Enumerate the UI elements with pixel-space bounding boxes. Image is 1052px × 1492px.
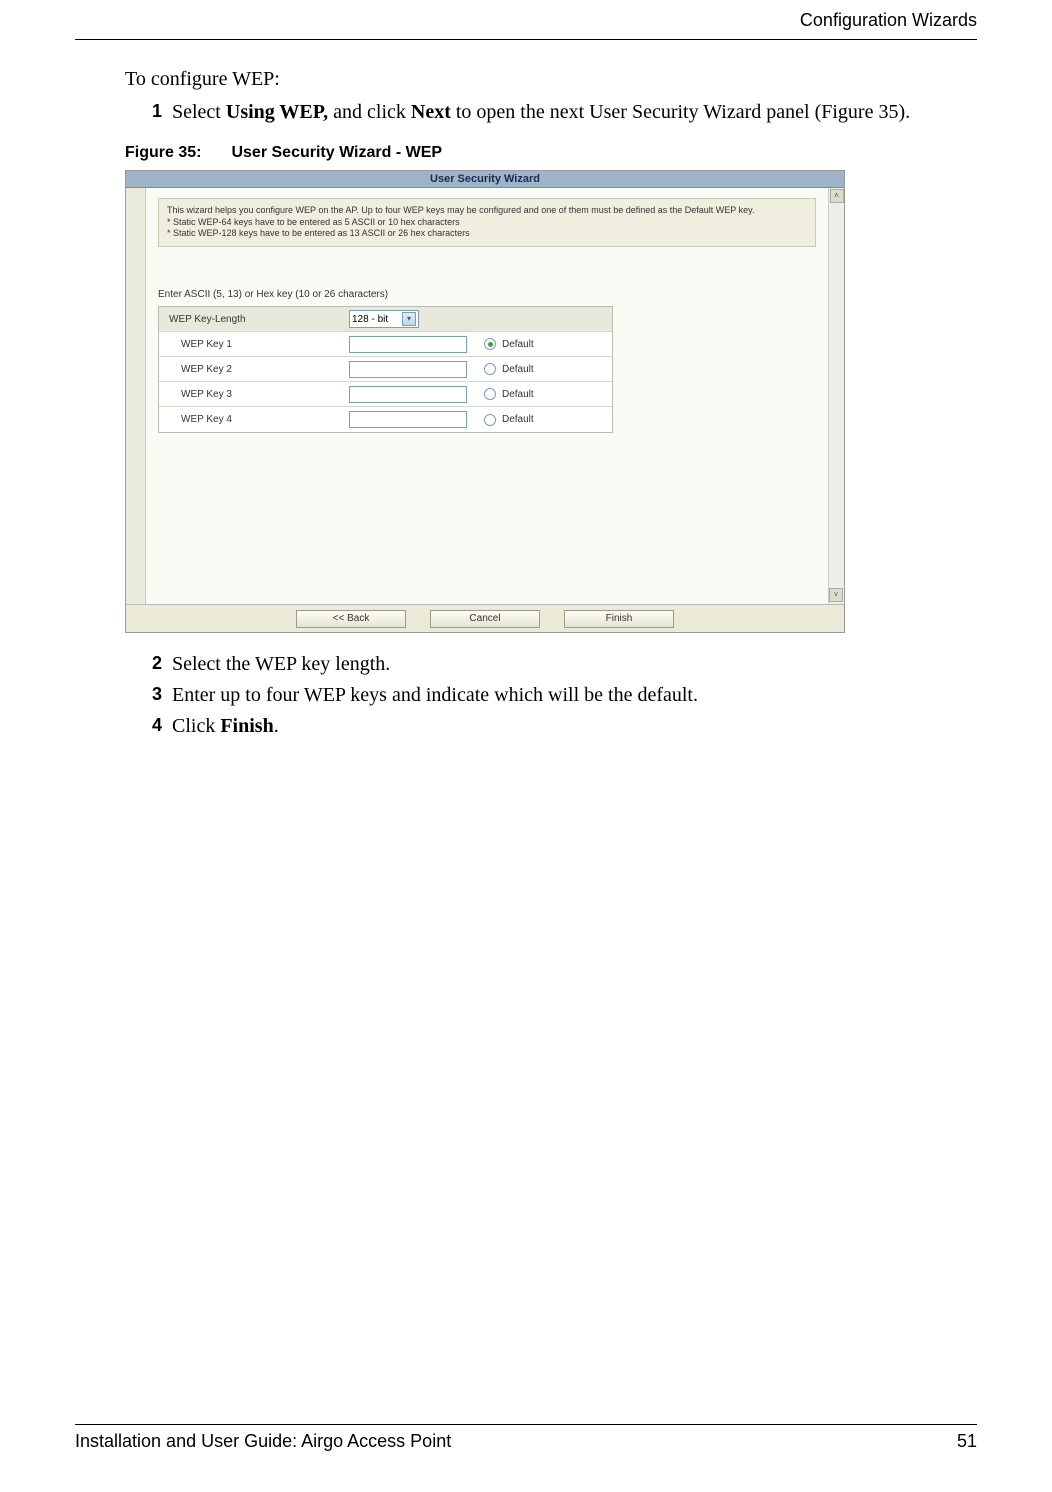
- figure-title: User Security Wizard - WEP: [231, 144, 442, 161]
- wep-key-row-1: WEP Key 1 Default: [159, 332, 612, 357]
- wep-key-3-input[interactable]: [349, 386, 467, 403]
- keylength-select[interactable]: 128 - bit ▾: [349, 310, 419, 328]
- step-3: 3 Enter up to four WEP keys and indicate…: [140, 684, 977, 707]
- step-number: 2: [140, 653, 162, 676]
- scrollbar[interactable]: ˄ ˅: [828, 188, 844, 604]
- default-radio-4[interactable]: [484, 414, 496, 426]
- wep-key-2-input[interactable]: [349, 361, 467, 378]
- step-number: 1: [140, 101, 162, 124]
- wep-key-label: WEP Key 4: [159, 414, 349, 425]
- page-number: 51: [957, 1431, 977, 1452]
- back-button[interactable]: << Back: [296, 610, 406, 628]
- default-radio-2[interactable]: [484, 363, 496, 375]
- wep-key-label: WEP Key 2: [159, 364, 349, 375]
- scroll-up-icon[interactable]: ˄: [830, 189, 844, 203]
- step-4: 4 Click Finish.: [140, 715, 977, 738]
- wep-key-label: WEP Key 3: [159, 389, 349, 400]
- default-radio-3[interactable]: [484, 388, 496, 400]
- step-number: 3: [140, 684, 162, 707]
- figure-number: Figure 35:: [125, 144, 201, 161]
- finish-button[interactable]: Finish: [564, 610, 674, 628]
- help-box: This wizard helps you configure WEP on t…: [158, 198, 816, 247]
- step-number: 4: [140, 715, 162, 738]
- default-label: Default: [502, 389, 534, 400]
- help-line: * Static WEP-128 keys have to be entered…: [167, 228, 807, 240]
- help-line: This wizard helps you configure WEP on t…: [167, 205, 807, 217]
- wizard-main: This wizard helps you configure WEP on t…: [146, 188, 828, 604]
- step-text: Enter up to four WEP keys and indicate w…: [172, 684, 977, 707]
- intro-text: To configure WEP:: [125, 68, 977, 91]
- wep-form-table: WEP Key-Length 128 - bit ▾ WEP Key 1: [158, 306, 613, 433]
- scroll-down-icon[interactable]: ˅: [829, 588, 843, 602]
- wep-key-row-3: WEP Key 3 Default: [159, 382, 612, 407]
- step-1: 1 Select Using WEP, and click Next to op…: [140, 101, 977, 124]
- cancel-button[interactable]: Cancel: [430, 610, 540, 628]
- figure-caption: Figure 35: User Security Wizard - WEP: [125, 144, 977, 162]
- default-label: Default: [502, 414, 534, 425]
- wep-key-label: WEP Key 1: [159, 339, 349, 350]
- default-radio-1[interactable]: [484, 338, 496, 350]
- help-line: * Static WEP-64 keys have to be entered …: [167, 217, 807, 229]
- step-text: Select Using WEP, and click Next to open…: [172, 101, 977, 124]
- steps-before-figure: 1 Select Using WEP, and click Next to op…: [140, 101, 977, 132]
- running-header: Configuration Wizards: [75, 10, 977, 40]
- wizard-title: User Security Wizard: [126, 171, 844, 188]
- wep-key-4-input[interactable]: [349, 411, 467, 428]
- default-label: Default: [502, 339, 534, 350]
- wizard-footer: << Back Cancel Finish: [126, 604, 844, 632]
- form-instruction: Enter ASCII (5, 13) or Hex key (10 or 26…: [158, 289, 816, 300]
- left-gutter: [126, 188, 146, 604]
- keylength-row: WEP Key-Length 128 - bit ▾: [159, 307, 612, 332]
- section-title: Configuration Wizards: [800, 10, 977, 30]
- default-label: Default: [502, 364, 534, 375]
- steps-after-figure: 2 Select the WEP key length. 3 Enter up …: [140, 653, 977, 746]
- wizard-screenshot: User Security Wizard This wizard helps y…: [125, 170, 845, 633]
- keylength-label: WEP Key-Length: [159, 314, 349, 325]
- wep-key-row-4: WEP Key 4 Default: [159, 407, 612, 432]
- doc-title: Installation and User Guide: Airgo Acces…: [75, 1431, 451, 1452]
- wep-key-row-2: WEP Key 2 Default: [159, 357, 612, 382]
- page-footer: Installation and User Guide: Airgo Acces…: [75, 1424, 977, 1452]
- keylength-value: 128 - bit: [352, 314, 388, 325]
- wep-key-1-input[interactable]: [349, 336, 467, 353]
- step-text: Click Finish.: [172, 715, 977, 738]
- wizard-body: This wizard helps you configure WEP on t…: [126, 188, 844, 604]
- chevron-down-icon: ▾: [402, 312, 416, 326]
- step-text: Select the WEP key length.: [172, 653, 977, 676]
- step-2: 2 Select the WEP key length.: [140, 653, 977, 676]
